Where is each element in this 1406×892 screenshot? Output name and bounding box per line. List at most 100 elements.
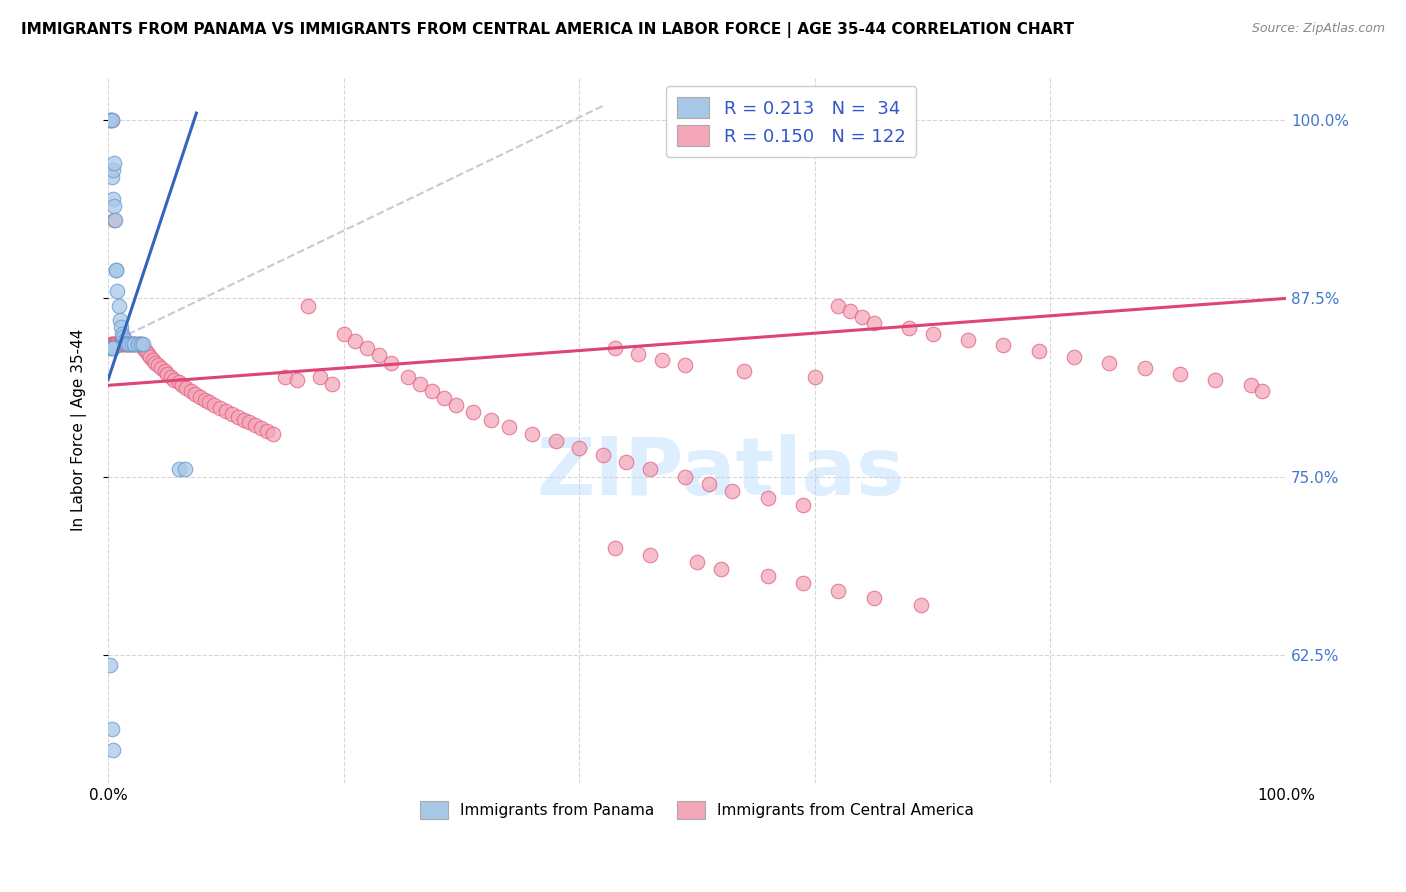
Point xyxy=(1251,384,1274,398)
Point xyxy=(420,384,443,398)
Point xyxy=(188,390,211,404)
Point xyxy=(368,348,391,362)
Point xyxy=(250,421,273,435)
Point xyxy=(101,341,124,355)
Point xyxy=(198,395,221,409)
Point xyxy=(112,330,135,344)
Point xyxy=(127,337,149,351)
Text: IMMIGRANTS FROM PANAMA VS IMMIGRANTS FROM CENTRAL AMERICA IN LABOR FORCE | AGE 3: IMMIGRANTS FROM PANAMA VS IMMIGRANTS FRO… xyxy=(21,22,1074,38)
Point xyxy=(238,416,260,430)
Point xyxy=(1204,373,1226,387)
Point xyxy=(921,326,943,341)
Point xyxy=(1168,367,1191,381)
Point xyxy=(297,299,319,313)
Point xyxy=(111,326,134,341)
Point xyxy=(107,337,129,351)
Point xyxy=(142,352,165,367)
Point xyxy=(108,312,131,326)
Point xyxy=(100,657,122,672)
Point xyxy=(245,418,267,433)
Point xyxy=(100,722,122,736)
Text: Source: ZipAtlas.com: Source: ZipAtlas.com xyxy=(1251,22,1385,36)
Point xyxy=(129,337,152,351)
Point xyxy=(733,364,755,378)
Point xyxy=(107,337,129,351)
Point xyxy=(114,333,136,347)
Point xyxy=(638,548,661,562)
Point xyxy=(104,213,127,227)
Point xyxy=(122,337,145,351)
Point xyxy=(103,337,125,351)
Point xyxy=(792,498,814,512)
Point xyxy=(108,337,131,351)
Point xyxy=(686,555,709,569)
Point xyxy=(697,476,720,491)
Point xyxy=(174,381,197,395)
Point xyxy=(107,285,129,299)
Point xyxy=(101,192,124,206)
Point xyxy=(121,337,143,351)
Point xyxy=(285,373,308,387)
Point xyxy=(356,341,378,355)
Point xyxy=(638,462,661,476)
Point xyxy=(105,263,128,277)
Point xyxy=(114,335,136,350)
Point xyxy=(104,337,127,351)
Point xyxy=(1133,361,1156,376)
Point xyxy=(673,469,696,483)
Point xyxy=(167,462,190,476)
Point xyxy=(100,113,122,128)
Point xyxy=(115,337,138,351)
Point xyxy=(444,398,467,412)
Point xyxy=(627,347,650,361)
Point xyxy=(132,337,155,351)
Point xyxy=(221,407,243,421)
Point xyxy=(520,426,543,441)
Point xyxy=(396,369,419,384)
Point xyxy=(163,373,186,387)
Point xyxy=(118,337,141,351)
Point xyxy=(603,341,626,355)
Point xyxy=(101,743,124,757)
Point xyxy=(433,391,456,405)
Point xyxy=(756,569,779,583)
Point xyxy=(603,541,626,555)
Point xyxy=(132,341,155,355)
Point xyxy=(839,304,862,318)
Point xyxy=(226,409,249,424)
Point xyxy=(194,392,217,407)
Point xyxy=(108,337,131,351)
Point xyxy=(103,156,125,170)
Point xyxy=(115,337,138,351)
Point xyxy=(463,405,485,419)
Point xyxy=(136,347,159,361)
Point xyxy=(544,434,567,448)
Point xyxy=(122,337,145,351)
Point xyxy=(103,199,125,213)
Point xyxy=(128,337,150,351)
Point xyxy=(614,455,637,469)
Point xyxy=(172,378,194,392)
Point xyxy=(110,337,132,351)
Point xyxy=(100,337,122,351)
Point xyxy=(1239,378,1261,392)
Point xyxy=(827,299,849,313)
Point xyxy=(862,591,884,605)
Point xyxy=(139,350,162,364)
Point xyxy=(100,113,122,128)
Point xyxy=(124,337,146,351)
Point xyxy=(103,337,125,351)
Point xyxy=(156,367,179,381)
Point xyxy=(112,337,135,351)
Point xyxy=(232,412,254,426)
Point xyxy=(110,319,132,334)
Point xyxy=(804,369,827,384)
Point xyxy=(721,483,744,498)
Point xyxy=(159,369,181,384)
Point xyxy=(121,337,143,351)
Point xyxy=(100,337,122,351)
Point xyxy=(114,337,136,351)
Point xyxy=(143,355,166,369)
Point xyxy=(827,583,849,598)
Point xyxy=(100,341,122,355)
